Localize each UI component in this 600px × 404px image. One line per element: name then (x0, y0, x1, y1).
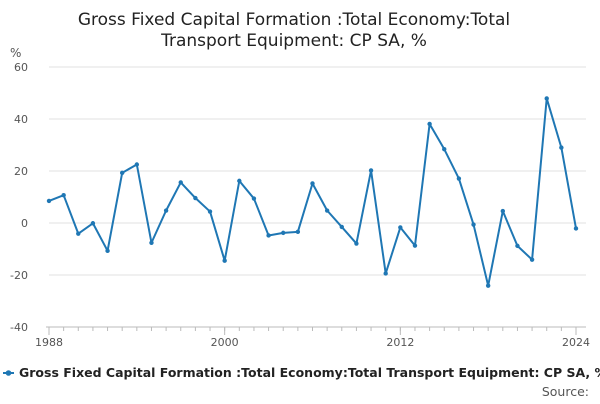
chart-title-line-1: Gross Fixed Capital Formation :Total Eco… (78, 10, 510, 30)
data-point (354, 241, 359, 246)
data-point (251, 196, 257, 201)
data-point (266, 233, 271, 238)
gridlines (49, 66, 586, 276)
data-point (442, 146, 447, 152)
data-point (193, 195, 198, 201)
data-point (471, 222, 476, 227)
data-point (76, 231, 81, 236)
data-point (46, 198, 52, 204)
data-point (119, 170, 125, 176)
series-line (48, 97, 577, 287)
data-point (163, 208, 169, 213)
y-axis-ticks: 60 40 20 0 -20 -40 (10, 61, 28, 334)
x-tick-label: 2000 (211, 336, 239, 349)
data-point (295, 229, 301, 235)
y-axis-label: % (10, 46, 21, 60)
y-tick-label: -20 (10, 269, 28, 282)
x-tick-label: 1988 (35, 336, 63, 349)
x-tick-label: 2024 (562, 336, 590, 349)
data-point (529, 257, 535, 262)
x-axis (46, 326, 586, 331)
y-tick-label: 40 (14, 113, 28, 126)
data-point (573, 226, 579, 231)
data-point (149, 240, 154, 245)
y-tick-label: 20 (14, 165, 28, 178)
data-point (559, 145, 564, 150)
source-label: Source: (542, 384, 589, 399)
data-point (324, 208, 330, 213)
legend: Gross Fixed Capital Formation :Total Eco… (3, 365, 600, 380)
y-tick-label: -40 (10, 321, 28, 334)
chart-title-line-2: Transport Equipment: CP SA, % (160, 31, 427, 51)
data-point (105, 248, 110, 254)
data-point (412, 243, 418, 248)
y-tick-label: 60 (14, 61, 28, 74)
chart-title: Gross Fixed Capital Formation :Total Eco… (78, 10, 510, 51)
data-point (222, 258, 227, 263)
data-point (368, 168, 374, 173)
data-point (61, 192, 66, 198)
data-point (500, 208, 506, 214)
legend-point-swatch (5, 370, 12, 376)
data-point (515, 243, 520, 249)
data-point (310, 181, 315, 186)
y-tick-label: 0 (21, 217, 28, 230)
x-axis-ticks: 1988 2000 2012 2024 (35, 327, 590, 349)
data-point (207, 209, 213, 214)
legend-series-label: Gross Fixed Capital Formation :Total Eco… (19, 365, 600, 380)
data-point (398, 225, 403, 230)
data-point (90, 221, 96, 226)
data-point (281, 230, 286, 236)
data-point (237, 178, 242, 184)
data-point (456, 176, 462, 181)
data-point (178, 180, 183, 185)
data-point (383, 271, 388, 276)
data-point (485, 283, 491, 288)
data-point (339, 224, 344, 230)
x-tick-label: 2012 (386, 336, 414, 349)
data-point (427, 121, 432, 127)
data-point (134, 162, 140, 167)
data-series (46, 96, 579, 288)
data-point (544, 96, 549, 101)
